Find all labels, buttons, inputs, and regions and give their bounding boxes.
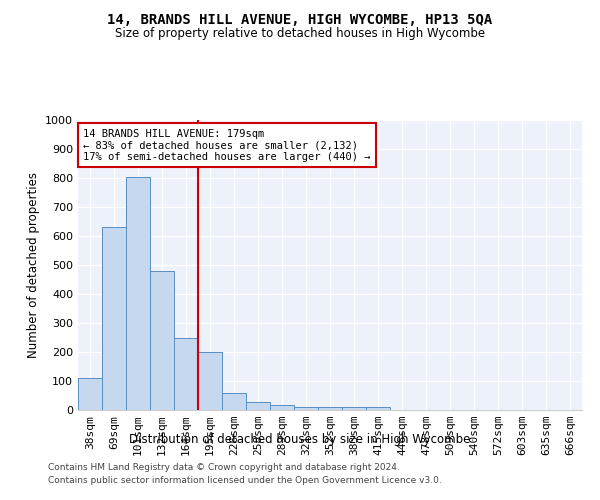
Bar [198,352,222,410]
Bar [102,228,126,410]
Bar [78,378,102,410]
Bar [150,271,174,410]
Bar [246,402,270,410]
Text: 14 BRANDS HILL AVENUE: 179sqm
← 83% of detached houses are smaller (2,132)
17% o: 14 BRANDS HILL AVENUE: 179sqm ← 83% of d… [83,128,371,162]
Text: Contains HM Land Registry data © Crown copyright and database right 2024.: Contains HM Land Registry data © Crown c… [48,464,400,472]
Bar [294,406,318,410]
Bar [318,407,342,410]
Bar [270,405,294,410]
Bar [342,407,366,410]
Text: 14, BRANDS HILL AVENUE, HIGH WYCOMBE, HP13 5QA: 14, BRANDS HILL AVENUE, HIGH WYCOMBE, HP… [107,12,493,26]
Bar [222,392,246,410]
Text: Contains public sector information licensed under the Open Government Licence v3: Contains public sector information licen… [48,476,442,485]
Bar [174,338,198,410]
Y-axis label: Number of detached properties: Number of detached properties [26,172,40,358]
Bar [366,407,390,410]
Bar [126,176,150,410]
Text: Distribution of detached houses by size in High Wycombe: Distribution of detached houses by size … [130,432,470,446]
Text: Size of property relative to detached houses in High Wycombe: Size of property relative to detached ho… [115,28,485,40]
